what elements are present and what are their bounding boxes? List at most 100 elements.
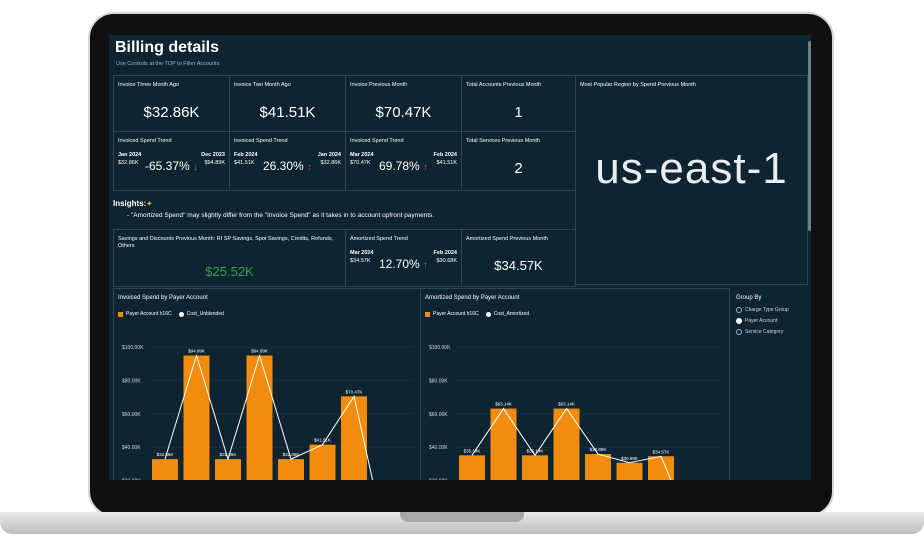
trend-left-value: $70.47K bbox=[350, 159, 371, 166]
trend-right-value: $32.86K bbox=[320, 159, 342, 166]
data-label: $34.57K bbox=[653, 449, 670, 454]
trend-label: Amortized Spend Trend bbox=[350, 236, 408, 242]
data-label: $94.89K bbox=[188, 349, 205, 354]
data-label: $63.14K bbox=[495, 402, 512, 407]
trend-card-2: Invoiced Spend Trend Feb 2024 $41.51K 26.… bbox=[229, 131, 346, 191]
kpi-label: Invoice Previous Month bbox=[350, 82, 408, 88]
kpi-value: $32.86K bbox=[143, 104, 200, 121]
legend-dot bbox=[178, 311, 184, 317]
radio-service-category[interactable]: Service Category bbox=[736, 329, 783, 335]
radio-payer-account[interactable]: Payer Account bbox=[736, 318, 777, 324]
radio-label: Charge Type Group bbox=[745, 307, 789, 313]
arrow-up-icon: ↑ bbox=[423, 260, 429, 271]
radio-charge-type-group[interactable]: Charge Type Group bbox=[736, 307, 789, 313]
bar[interactable] bbox=[648, 456, 674, 480]
amortized-chart-panel: Amortized Spend by Payer Account Payer A… bbox=[420, 288, 730, 480]
bar[interactable] bbox=[246, 355, 273, 480]
kpi-label: Invoice Three Month Ago bbox=[118, 82, 180, 88]
kpi-two-month: Invoice Two Month Ago $41.51K bbox=[229, 75, 346, 132]
scrollbar[interactable] bbox=[808, 41, 811, 231]
kpi-savings: Savings and Discounts Previous Month: RI… bbox=[113, 229, 346, 287]
insights-text: - "Amortized Spend" may slightly differ … bbox=[127, 212, 435, 219]
bar[interactable] bbox=[522, 455, 548, 480]
trend-left-date: Feb 2024 bbox=[234, 152, 258, 158]
bar[interactable] bbox=[553, 408, 580, 480]
data-label: $94.89K bbox=[251, 349, 268, 354]
trend-label: Invoiced Spend Trend bbox=[234, 138, 288, 144]
kpi-label: Amortized Spend Previous Month bbox=[466, 236, 548, 242]
data-label: $32.86K bbox=[157, 452, 174, 457]
bar[interactable] bbox=[585, 454, 611, 480]
page-subtitle: Use Controls at the TOP to Filter Accoun… bbox=[116, 61, 220, 67]
kpi-total-accounts: Total Accounts Previous Month 1 bbox=[461, 75, 576, 132]
legend-swatch bbox=[118, 311, 123, 317]
series-line bbox=[164, 353, 374, 480]
legend-dot bbox=[485, 311, 491, 317]
chart-legend: Payer Account h16C Cost_Unblended bbox=[118, 311, 224, 317]
radio-circle[interactable] bbox=[736, 329, 742, 335]
kpi-value: $34.57K bbox=[494, 258, 543, 273]
kpi-amortized-prev: Amortized Spend Previous Month $34.57K bbox=[461, 229, 576, 287]
y-tick-label: $20.00K bbox=[122, 479, 141, 480]
y-tick-label: $80.00K bbox=[122, 378, 141, 384]
y-tick-label: $40.00K bbox=[429, 445, 448, 451]
region-value: us-east-1 bbox=[595, 144, 788, 193]
arrow-down-icon: ↓ bbox=[193, 162, 199, 173]
trend-percent: 69.78% bbox=[378, 159, 420, 173]
kpi-total-services: Total Services Previous Month 2 bbox=[461, 131, 576, 191]
bar[interactable] bbox=[616, 462, 643, 480]
laptop-base bbox=[0, 512, 924, 534]
invoiced-chart-panel: Invoiced Spend by Payer Account Payer Ac… bbox=[113, 288, 421, 480]
bar[interactable] bbox=[490, 408, 517, 480]
kpi-value: 2 bbox=[514, 160, 523, 177]
kpi-popular-region: Most Popular Region by Spend Previous Mo… bbox=[575, 75, 808, 285]
group-by-heading: Group By bbox=[736, 295, 762, 301]
data-label: $35.14K bbox=[527, 448, 544, 453]
radio-circle[interactable] bbox=[736, 307, 742, 313]
chart-legend: Payer Account h16C Cost_Amortized bbox=[425, 311, 529, 317]
radio-label: Service Category bbox=[745, 329, 784, 335]
bar[interactable] bbox=[278, 459, 304, 480]
trend-label: Invoiced Spend Trend bbox=[350, 138, 404, 144]
data-label: $35.14K bbox=[464, 448, 481, 453]
kpi-value: $70.47K bbox=[375, 104, 432, 121]
chart-title: Invoiced Spend by Payer Account bbox=[118, 295, 208, 301]
trend-percent: 12.70% bbox=[378, 257, 420, 271]
bar[interactable] bbox=[152, 459, 178, 480]
dashboard-screen: Billing details Use Controls at the TOP … bbox=[109, 35, 811, 480]
bar[interactable] bbox=[215, 459, 241, 480]
radio-circle[interactable] bbox=[736, 318, 742, 324]
trend-right-date: Feb 2024 bbox=[433, 250, 457, 256]
kpi-label: Invoice Two Month Ago bbox=[234, 82, 291, 88]
insights-box: Insights:✦ - "Amortized Spend" may sligh… bbox=[113, 199, 573, 219]
y-tick-label: $60.00K bbox=[122, 412, 141, 418]
invoiced-bar-chart: $100.00K $80.00K $60.00K $40.00K $20.00K $32.… bbox=[122, 345, 414, 480]
trend-right-value: $41.51K bbox=[436, 159, 458, 166]
radio-label: Payer Account bbox=[745, 318, 778, 324]
data-label: $41.51K bbox=[314, 438, 331, 443]
y-tick-label: $100.00K bbox=[429, 345, 451, 351]
series-line bbox=[471, 407, 672, 480]
arrow-up-icon: ↑ bbox=[423, 162, 429, 173]
insights-heading: Insights: bbox=[113, 199, 147, 208]
trend-card-amortized: Amortized Spend Trend Mar 2024 $34.57K 12… bbox=[345, 229, 462, 287]
y-tick-label: $80.00K bbox=[429, 378, 448, 384]
bar[interactable] bbox=[183, 355, 210, 480]
bar[interactable] bbox=[309, 444, 336, 480]
amortized-bar-chart: $100.00K $80.00K $60.00K $40.00K $20.00K $35.… bbox=[429, 345, 721, 480]
kpi-label: Total Services Previous Month bbox=[466, 138, 540, 144]
trend-right-value: $30.68K bbox=[436, 257, 458, 264]
bar[interactable] bbox=[459, 455, 485, 480]
legend-item: Cost_Unblended bbox=[186, 311, 224, 317]
y-tick-label: $20.00K bbox=[429, 479, 448, 480]
trend-left-value: $41.51K bbox=[234, 159, 255, 166]
trend-right-value: $94.89K bbox=[204, 159, 226, 166]
trend-percent: -65.37% bbox=[144, 159, 190, 173]
data-label: $32.86K bbox=[283, 452, 300, 457]
legend-item: Payer Account h16C bbox=[433, 311, 479, 317]
trend-label: Invoiced Spend Trend bbox=[118, 138, 172, 144]
page-title: Billing details bbox=[115, 39, 220, 56]
y-tick-label: $100.00K bbox=[122, 345, 144, 351]
kpi-value: 1 bbox=[514, 104, 523, 121]
